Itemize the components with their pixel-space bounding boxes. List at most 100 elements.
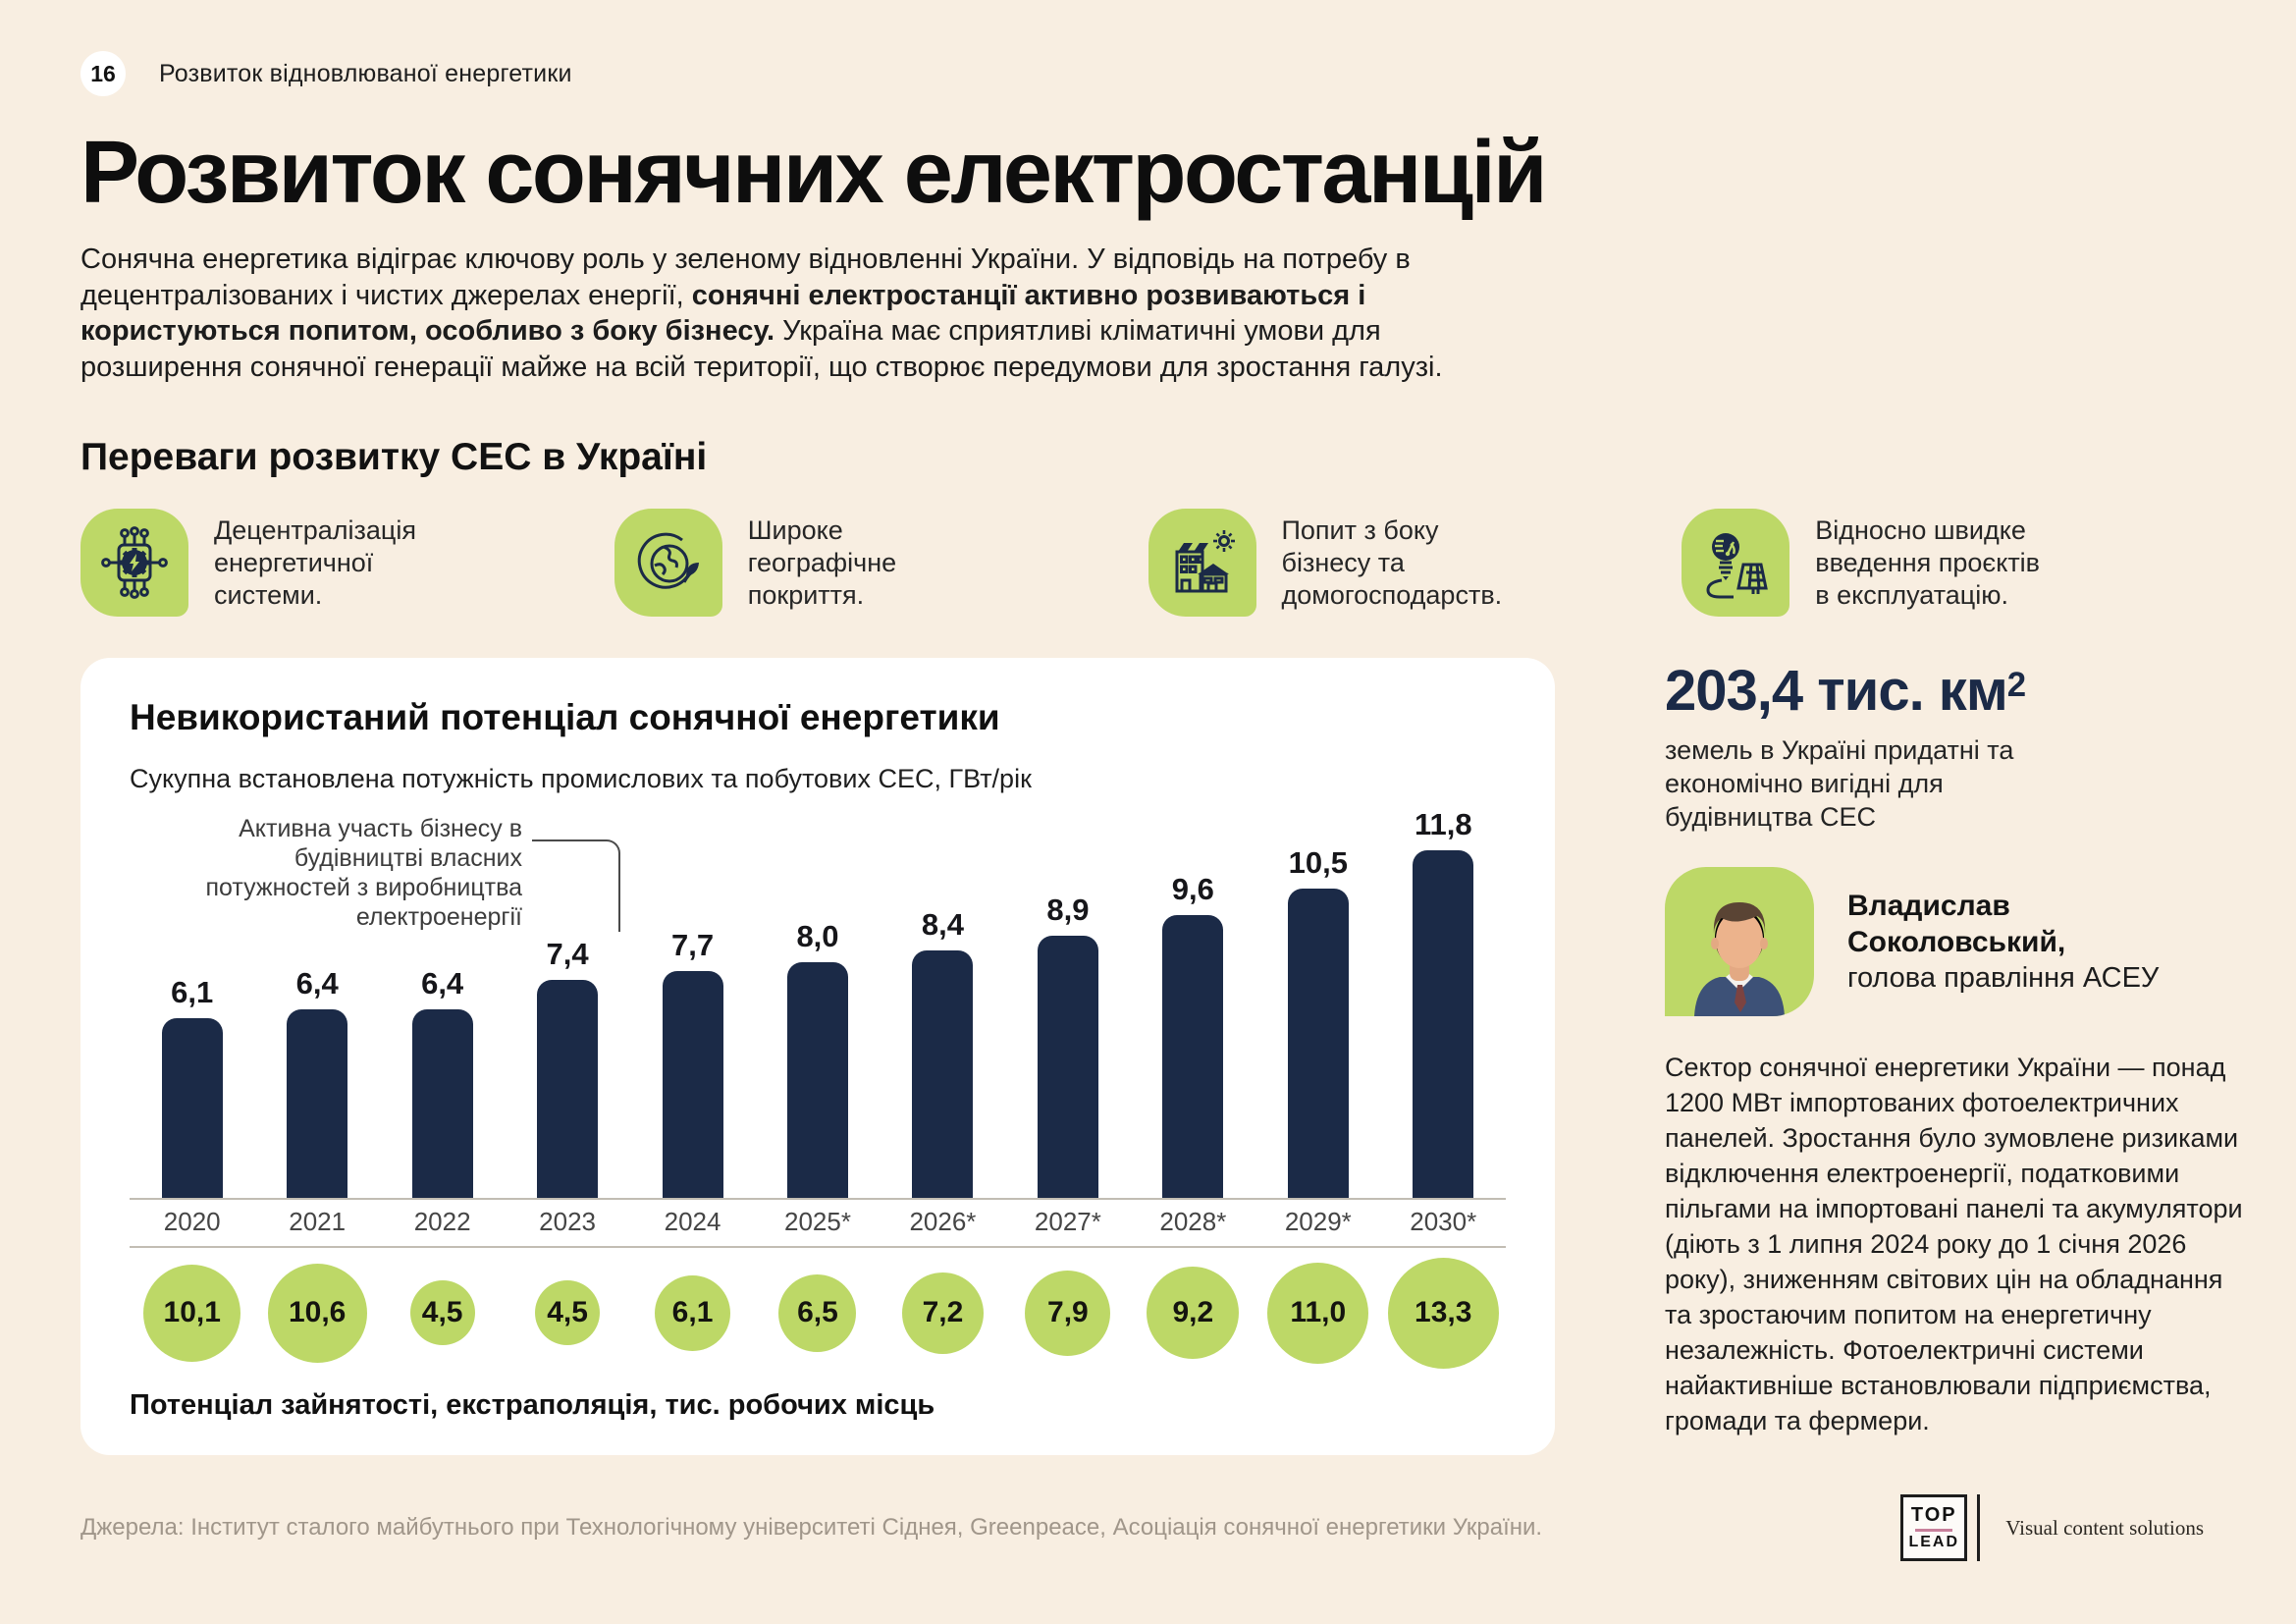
chart-column: 6,4 bbox=[254, 966, 379, 1198]
bar-value-label: 10,5 bbox=[1288, 845, 1348, 880]
chart-subtitle: Сукупна встановлена потужність промислов… bbox=[130, 764, 1032, 793]
chart-annotation: Активна участь бізнесу в будівництві вла… bbox=[205, 815, 522, 931]
x-axis-tick-label: 2029* bbox=[1284, 1207, 1352, 1236]
bar-chart: Активна участь бізнесу в будівництві вла… bbox=[130, 800, 1506, 1198]
bubbles-series-label: Потенціал зайнятості, екстраполяція, тис… bbox=[130, 1389, 935, 1421]
bar bbox=[161, 1018, 223, 1198]
page-number-badge: 16 bbox=[80, 51, 126, 96]
chart-column: 10,5 bbox=[1255, 845, 1380, 1198]
chart-card: Невикористаний потенціал сонячної енерге… bbox=[80, 658, 1555, 1455]
employment-bubble: 11,0 bbox=[1267, 1262, 1369, 1364]
bar bbox=[287, 1009, 348, 1198]
bar-value-label: 6,4 bbox=[421, 966, 464, 1001]
benefit-item-decentralization: Децентралізація енергетичної системи. bbox=[80, 509, 614, 617]
bubble-cell: 6,5 bbox=[755, 1252, 880, 1374]
expert-photo bbox=[1665, 867, 1814, 1016]
toplead-logo: TOP LEAD Visual content solutions bbox=[1900, 1494, 2204, 1561]
expert-role: голова правління АСЕУ bbox=[1847, 961, 2160, 994]
intro-text-bold: сонячні електростанції активно розвивают… bbox=[80, 279, 1366, 348]
side-column: 203,4 тис. км2 земель в Україні придатні… bbox=[1665, 658, 2254, 1438]
x-axis-tick-label: 2022 bbox=[413, 1207, 471, 1236]
bubble-cell: 10,6 bbox=[254, 1252, 379, 1374]
bar-value-label: 11,8 bbox=[1414, 807, 1472, 841]
x-axis-tick-label: 2025* bbox=[784, 1207, 851, 1236]
benefit-label: Широке географічне покриття. bbox=[747, 515, 897, 610]
bubble-cell: 6,1 bbox=[630, 1252, 755, 1374]
benefit-label: Відносно швидке введення проєктів в експ… bbox=[1815, 515, 2041, 610]
bar-value-label: 8,0 bbox=[796, 919, 839, 953]
logo-top-text: TOP bbox=[1910, 1504, 1957, 1526]
benefit-label: Попит з боку бізнесу та домогосподарств. bbox=[1281, 515, 1503, 610]
benefit-item-fast-deployment: Відносно швидке введення проєктів в експ… bbox=[1682, 509, 2216, 617]
employment-bubble: 7,2 bbox=[901, 1272, 984, 1354]
stat-superscript: 2 bbox=[2006, 666, 2026, 704]
intro-text-pre: Сонячна енергетика відіграє ключову роль… bbox=[80, 244, 1411, 311]
section-label: Розвиток відновлюваної енергетики bbox=[159, 59, 572, 87]
employment-bubbles-row: 10,1 10,6 4,5 4,5 6,1 6,5 7,2 7,9 9,2 11,0 13,3 bbox=[130, 1252, 1506, 1374]
chart-column: 11,8 bbox=[1381, 807, 1506, 1198]
infographic-page: 16 Розвиток відновлюваної енергетики Роз… bbox=[80, 51, 2243, 1561]
bar bbox=[1413, 850, 1474, 1198]
chart-column: 9,6 bbox=[1131, 872, 1255, 1198]
employment-bubble: 6,5 bbox=[778, 1273, 857, 1352]
x-axis-tick-label: 2024 bbox=[664, 1207, 721, 1236]
bar-value-label: 9,6 bbox=[1171, 872, 1214, 906]
x-axis-tick-label: 2028* bbox=[1159, 1207, 1227, 1236]
main-content: Невикористаний потенціал сонячної енерге… bbox=[80, 658, 2243, 1455]
bar bbox=[537, 980, 599, 1198]
page-footer: Джерела: Інститут сталого майбутнього пр… bbox=[80, 1494, 2216, 1561]
fast-deployment-icon bbox=[1682, 509, 1790, 617]
employment-bubble: 9,2 bbox=[1147, 1267, 1240, 1359]
decentralization-icon bbox=[80, 509, 188, 617]
bubble-cell: 10,1 bbox=[130, 1252, 254, 1374]
bar-value-label: 7,7 bbox=[670, 928, 715, 962]
employment-bubble: 4,5 bbox=[535, 1280, 601, 1345]
bar-value-label: 6,1 bbox=[171, 975, 214, 1009]
logo-vertical-rule bbox=[1977, 1494, 1981, 1561]
bar bbox=[1162, 915, 1224, 1198]
bar-value-label: 8,4 bbox=[921, 907, 964, 942]
employment-bubble: 10,1 bbox=[143, 1264, 241, 1362]
employment-bubble: 7,9 bbox=[1025, 1270, 1111, 1356]
x-axis-tick-label: 2021 bbox=[289, 1207, 347, 1236]
bar bbox=[411, 1009, 473, 1198]
bubble-cell: 4,5 bbox=[380, 1252, 505, 1374]
bar-value-label: 8,9 bbox=[1046, 893, 1090, 927]
bubble-cell: 11,0 bbox=[1255, 1252, 1380, 1374]
bubble-cell: 13,3 bbox=[1381, 1252, 1506, 1374]
logo-bottom-text: LEAD bbox=[1908, 1534, 1960, 1550]
bubble-cell: 7,2 bbox=[881, 1252, 1005, 1374]
intro-paragraph: Сонячна енергетика відіграє ключову роль… bbox=[80, 242, 1523, 385]
bubble-cell: 4,5 bbox=[505, 1252, 629, 1374]
x-axis-tick-label: 2027* bbox=[1034, 1207, 1101, 1236]
bar bbox=[662, 971, 723, 1198]
chart-column: 6,1 bbox=[130, 975, 254, 1198]
buildings-icon bbox=[1148, 509, 1256, 617]
globe-icon bbox=[614, 509, 722, 617]
sources-text: Джерела: Інститут сталого майбутнього пр… bbox=[80, 1514, 1543, 1541]
bar-value-label: 7,4 bbox=[546, 937, 589, 971]
chart-column: 8,9 bbox=[1005, 893, 1130, 1198]
side-body-text: Сектор сонячної енергетики України — пон… bbox=[1665, 1053, 2243, 1435]
chart-column: 7,4 bbox=[505, 937, 629, 1198]
chart-column: 8,4 bbox=[881, 907, 1005, 1198]
benefits-heading: Переваги розвитку СЕС в Україні bbox=[80, 436, 708, 478]
stat-caption: земель в Україні придатні та економічно … bbox=[1665, 735, 2014, 832]
chart-x-axis: 2020 2021 2022 2023 2024 2025* 2026* 2027* 2028*… bbox=[130, 1198, 1506, 1248]
bubble-cell: 9,2 bbox=[1131, 1252, 1255, 1374]
benefit-item-demand: Попит з боку бізнесу та домогосподарств. bbox=[1148, 509, 1682, 617]
bar bbox=[912, 950, 974, 1198]
employment-bubble: 4,5 bbox=[409, 1280, 475, 1345]
employment-bubble: 13,3 bbox=[1387, 1257, 1499, 1369]
x-axis-tick-label: 2023 bbox=[539, 1207, 596, 1236]
x-axis-tick-label: 2026* bbox=[909, 1207, 977, 1236]
bar bbox=[1037, 936, 1098, 1198]
employment-bubble: 6,1 bbox=[655, 1274, 731, 1351]
benefit-label: Децентралізація енергетичної системи. bbox=[214, 515, 417, 610]
page-title: Розвиток сонячних електростанцій bbox=[80, 124, 1547, 222]
bar bbox=[786, 962, 848, 1198]
benefit-item-geography: Широке географічне покриття. bbox=[614, 509, 1148, 617]
stat-value-text: 203,4 тис. км bbox=[1665, 659, 2008, 723]
logo-divider bbox=[1915, 1529, 1953, 1532]
x-axis-tick-label: 2020 bbox=[163, 1207, 221, 1236]
